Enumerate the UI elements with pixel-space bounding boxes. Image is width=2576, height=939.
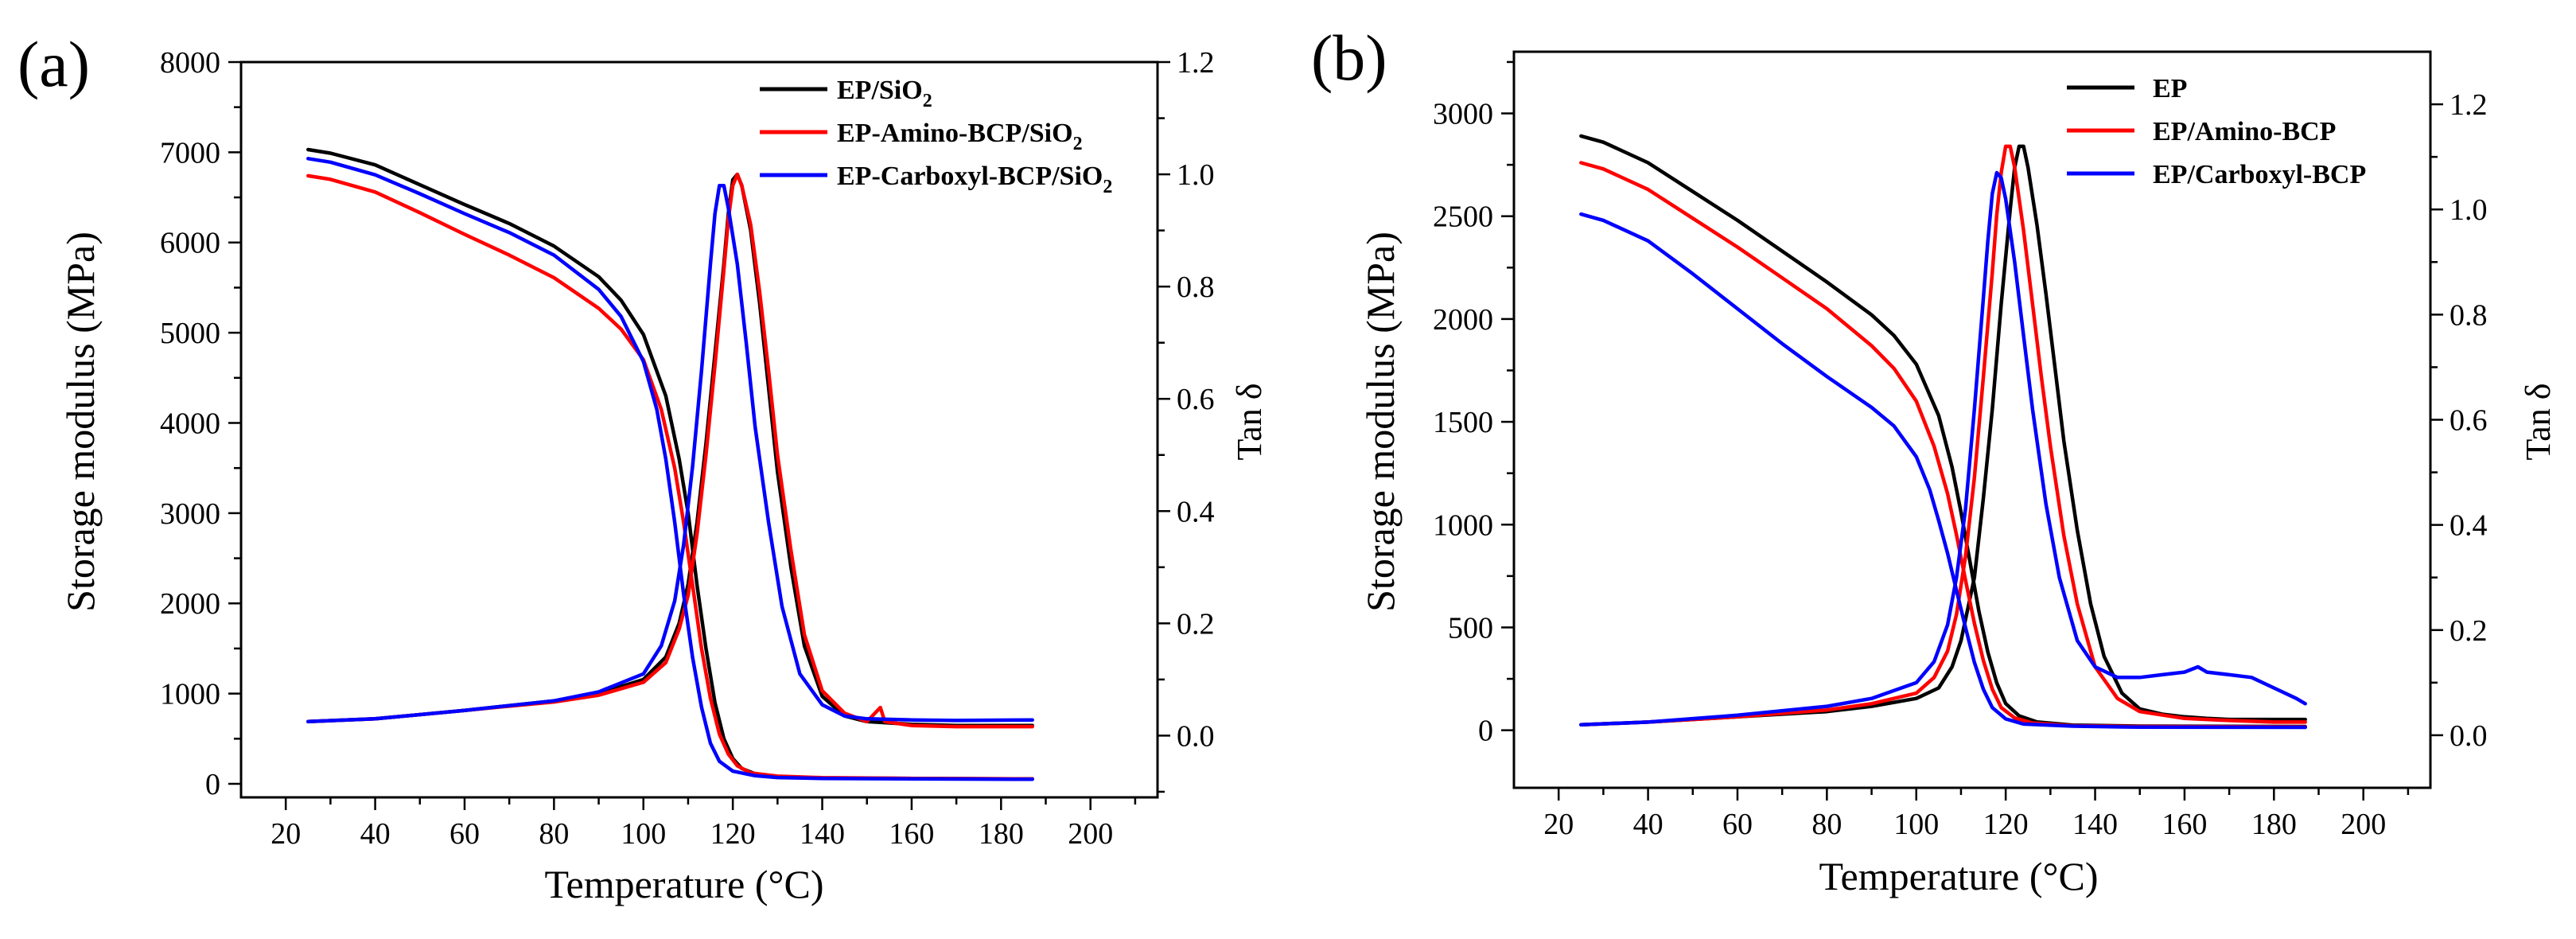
x-tick-label: 80 bbox=[1811, 808, 1842, 841]
legend-label-text: EP-Amino-BCP/SiO bbox=[837, 119, 1073, 148]
legend-label: EP/Amino-BCP bbox=[2153, 117, 2336, 146]
y-right-tick-label: 0.0 bbox=[1177, 719, 1215, 753]
y-right-tick-label: 1.2 bbox=[1177, 46, 1215, 80]
x-tick-label: 80 bbox=[539, 817, 569, 851]
x-axis-title: Temperature (°C) bbox=[544, 862, 823, 906]
legend-label-text: EP-Carboxyl-BCP/SiO bbox=[837, 162, 1103, 191]
legend-label-subscript: 2 bbox=[1073, 134, 1083, 154]
y-left-tick-label: 1000 bbox=[1433, 508, 1493, 542]
y-left-tick-label: 5000 bbox=[160, 317, 220, 350]
y-left-axis-title: Storage modulus (MPa) bbox=[58, 232, 103, 612]
x-tick-label: 180 bbox=[979, 817, 1024, 851]
y-left-tick-label: 7000 bbox=[160, 136, 220, 169]
legend-label-subscript: 2 bbox=[1103, 177, 1112, 197]
x-tick-label: 40 bbox=[360, 817, 391, 851]
x-tick-label: 120 bbox=[1983, 808, 2029, 841]
y-left-tick-label: 0 bbox=[1478, 715, 1493, 748]
legend-label: EP/SiO2 bbox=[837, 76, 932, 111]
y-left-tick-label: 3000 bbox=[1433, 98, 1493, 131]
y-right-tick-label: 0.0 bbox=[2450, 719, 2488, 753]
panel-label: (b) bbox=[1311, 21, 1387, 94]
legend-label: EP-Carboxyl-BCP/SiO2 bbox=[837, 162, 1112, 197]
x-tick-label: 140 bbox=[2072, 808, 2118, 841]
y-right-tick-label: 0.8 bbox=[1177, 271, 1215, 304]
x-tick-label: 160 bbox=[889, 817, 934, 851]
x-tick-label: 200 bbox=[2341, 808, 2386, 841]
storage-modulus-line-ep-amino-bcp-sio2 bbox=[306, 173, 1034, 781]
y-left-tick-label: 3000 bbox=[160, 497, 220, 531]
y-right-tick-label: 1.0 bbox=[2450, 193, 2488, 227]
y-right-tick-label: 0.2 bbox=[1177, 607, 1215, 641]
storage-modulus-line-ep-carboxyl-bcp bbox=[1579, 212, 2307, 730]
y-right-axis-title: Tan δ bbox=[2519, 383, 2558, 460]
y-left-tick-label: 0 bbox=[205, 768, 220, 801]
storage-modulus-line-ep-carboxyl-bcp-sio2 bbox=[306, 157, 1034, 781]
y-right-tick-label: 0.6 bbox=[1177, 383, 1215, 416]
x-axis-title: Temperature (°C) bbox=[1819, 854, 2098, 898]
plot-frame-a bbox=[239, 60, 1159, 799]
y-left-tick-label: 1000 bbox=[160, 678, 220, 711]
y-right-tick-label: 0.2 bbox=[2450, 614, 2488, 648]
storage-modulus-line-ep-sio2 bbox=[306, 147, 1034, 781]
tan-delta-line-ep-amino-bcp-sio2 bbox=[306, 172, 1034, 729]
x-tick-label: 120 bbox=[710, 817, 756, 851]
legend-label-text: EP/Carboxyl-BCP bbox=[2153, 160, 2366, 189]
tan-delta-line-ep-amino-bcp bbox=[1579, 144, 2307, 727]
y-right-tick-label: 0.6 bbox=[2450, 404, 2488, 438]
x-tick-label: 20 bbox=[1543, 808, 1574, 841]
x-tick-label: 40 bbox=[1633, 808, 1664, 841]
x-tick-label: 200 bbox=[1068, 817, 1113, 851]
x-tick-label: 160 bbox=[2162, 808, 2207, 841]
y-left-tick-label: 8000 bbox=[160, 46, 220, 80]
y-right-axis-title: Tan δ bbox=[1230, 383, 1269, 460]
legend-label: EP bbox=[2153, 74, 2187, 103]
y-left-tick-label: 2000 bbox=[160, 587, 220, 621]
y-right-tick-label: 0.4 bbox=[1177, 495, 1215, 528]
y-left-tick-label: 6000 bbox=[160, 227, 220, 260]
y-right-tick-label: 1.0 bbox=[1177, 158, 1215, 192]
panel-b-chart: 20 40 60 80 100 120 140 160 180 20005001000150020… bbox=[1311, 21, 2558, 898]
y-left-tick-label: 1500 bbox=[1433, 406, 1493, 439]
storage-modulus-line-ep-amino-bcp bbox=[1579, 161, 2307, 729]
tan-delta-line-ep-carboxyl-bcp-sio2 bbox=[306, 183, 1034, 724]
y-left-axis-title: Storage modulus (MPa) bbox=[1358, 232, 1403, 612]
y-right-tick-label: 0.8 bbox=[2450, 298, 2488, 332]
y-right-tick-label: 1.2 bbox=[2450, 88, 2488, 122]
x-tick-label: 180 bbox=[2251, 808, 2297, 841]
x-tick-label: 140 bbox=[800, 817, 845, 851]
x-tick-label: 60 bbox=[1722, 808, 1753, 841]
legend-label: EP/Carboxyl-BCP bbox=[2153, 160, 2366, 189]
tan-delta-line-ep-carboxyl-bcp bbox=[1579, 170, 2307, 727]
panel-label: (a) bbox=[18, 28, 90, 100]
x-tick-label: 100 bbox=[1893, 808, 1939, 841]
panel-a-chart: 20 40 60 80 100 120 140 160 180 20001000200030004… bbox=[18, 28, 1269, 906]
y-left-tick-label: 4000 bbox=[160, 407, 220, 440]
storage-modulus-line-ep bbox=[1579, 134, 2307, 729]
legend-label: EP-Amino-BCP/SiO2 bbox=[837, 119, 1083, 154]
y-left-tick-label: 2000 bbox=[1433, 303, 1493, 337]
legend-label-text: EP/SiO bbox=[837, 76, 923, 105]
x-tick-label: 20 bbox=[270, 817, 301, 851]
y-left-tick-label: 2500 bbox=[1433, 201, 1493, 234]
legend-label-subscript: 2 bbox=[923, 91, 932, 111]
y-right-tick-label: 0.4 bbox=[2450, 509, 2488, 543]
y-left-tick-label: 500 bbox=[1448, 611, 1493, 645]
tan-delta-line-ep-sio2 bbox=[306, 172, 1034, 727]
legend-label-text: EP bbox=[2153, 74, 2187, 103]
x-tick-label: 100 bbox=[621, 817, 666, 851]
x-tick-label: 60 bbox=[449, 817, 480, 851]
legend-label-text: EP/Amino-BCP bbox=[2153, 117, 2336, 146]
